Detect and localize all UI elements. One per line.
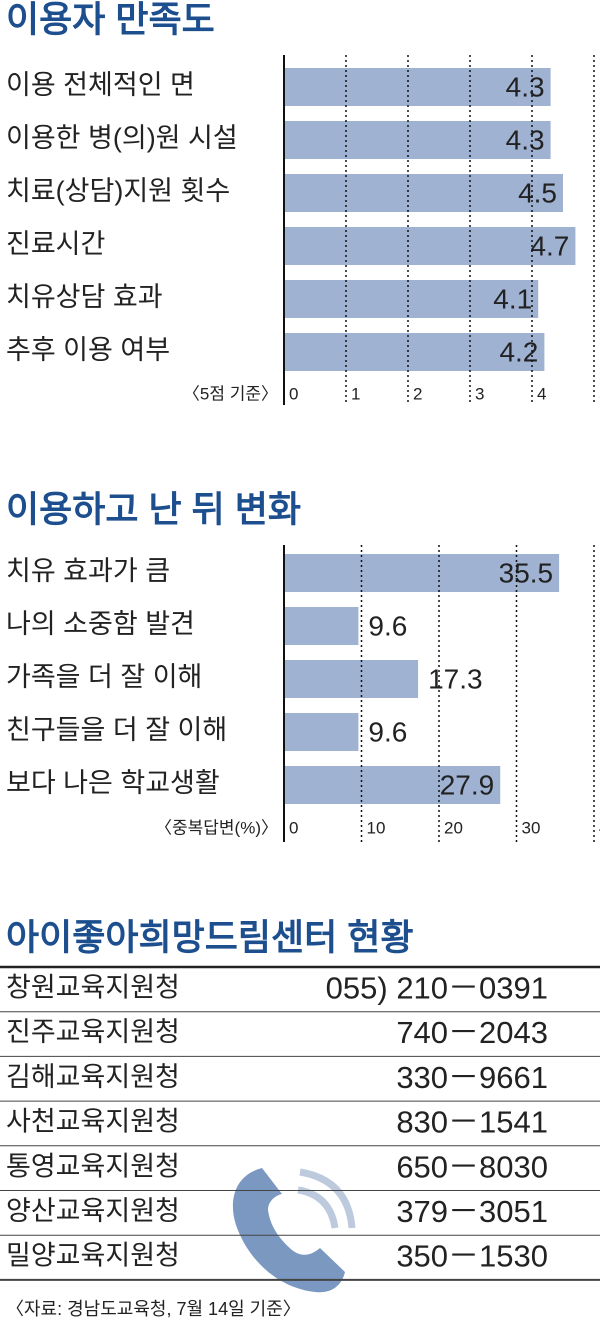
x-tick-label: 10 xyxy=(367,818,386,837)
value-label: 4.7 xyxy=(530,230,569,261)
office-name: 양산교육지원청 xyxy=(6,1196,180,1226)
x-tick-label: 0 xyxy=(289,818,298,837)
phone-icon xyxy=(232,1168,356,1293)
bar xyxy=(284,554,560,592)
category-label: 보다 나은 학교생활 xyxy=(6,768,220,798)
office-name: 사천교육지원청 xyxy=(6,1107,180,1137)
category-label: 진료시간 xyxy=(6,229,105,259)
phone-number: 830－1541 xyxy=(396,1105,548,1140)
value-label: 27.9 xyxy=(440,769,495,800)
category-label: 치유상담 효과 xyxy=(6,282,163,312)
chart-title: 이용하고 난 뒤 변화 xyxy=(6,489,301,530)
x-tick-label: 1 xyxy=(351,384,360,403)
office-name: 진주교육지원청 xyxy=(6,1017,180,1047)
bar xyxy=(284,280,539,318)
x-tick-label: 4 xyxy=(537,384,546,403)
value-label: 4.3 xyxy=(506,71,545,102)
category-label: 치유 효과가 큼 xyxy=(6,556,170,586)
bar xyxy=(284,607,359,645)
phone-number: 650－8030 xyxy=(396,1149,548,1184)
x-tick-label: 0 xyxy=(289,384,298,403)
x-tick-label: 3 xyxy=(475,384,484,403)
x-tick-label: 30 xyxy=(522,818,541,837)
value-label: 35.5 xyxy=(499,557,554,588)
category-label: 친구들을 더 잘 이해 xyxy=(6,715,227,745)
category-label: 추후 이용 여부 xyxy=(6,335,170,365)
value-label: 4.1 xyxy=(493,283,532,314)
category-label: 가족을 더 잘 이해 xyxy=(6,662,202,692)
category-label: 치료(상담)지원 횟수 xyxy=(6,176,230,206)
chart-title: 이용자 만족도 xyxy=(6,0,215,40)
bar xyxy=(284,660,419,698)
x-tick-label: 2 xyxy=(413,384,422,403)
handset xyxy=(232,1168,345,1293)
category-label: 이용 전체적인 면 xyxy=(6,70,195,100)
signal-arc xyxy=(297,1186,339,1229)
bar xyxy=(284,766,501,804)
bar xyxy=(284,174,563,212)
value-label: 4.5 xyxy=(518,177,557,208)
office-name: 김해교육지원청 xyxy=(6,1062,180,1092)
bar xyxy=(284,68,551,106)
value-label: 17.3 xyxy=(428,663,483,694)
office-name: 밀양교육지원청 xyxy=(6,1241,180,1271)
bar xyxy=(284,333,545,371)
phone-number: 350－1530 xyxy=(396,1239,548,1274)
table-title: 아이좋아희망드림센터 현황 xyxy=(6,917,413,958)
value-label: 4.3 xyxy=(506,124,545,155)
phone-number: 055) 210－0391 xyxy=(326,971,548,1006)
axis-note: 〈중복답변(%)〉 xyxy=(155,818,278,837)
x-tick-label: 20 xyxy=(444,818,463,837)
phone-number: 740－2043 xyxy=(396,1015,548,1050)
value-label: 9.6 xyxy=(368,610,407,641)
source-note: 〈자료: 경남도교육청, 7월 14일 기준〉 xyxy=(6,1299,301,1319)
bar xyxy=(284,121,551,159)
office-name: 창원교육지원청 xyxy=(6,972,180,1002)
axis-note: 〈5점 기준〉 xyxy=(183,384,278,403)
value-label: 9.6 xyxy=(368,716,407,747)
phone-number: 330－9661 xyxy=(396,1060,548,1095)
phone-number: 379－3051 xyxy=(396,1194,548,1229)
category-label: 이용한 병(의)원 시설 xyxy=(6,123,238,153)
category-label: 나의 소중함 발견 xyxy=(6,609,195,639)
bar xyxy=(284,713,359,751)
office-name: 통영교육지원청 xyxy=(6,1151,180,1181)
bar xyxy=(284,227,576,265)
